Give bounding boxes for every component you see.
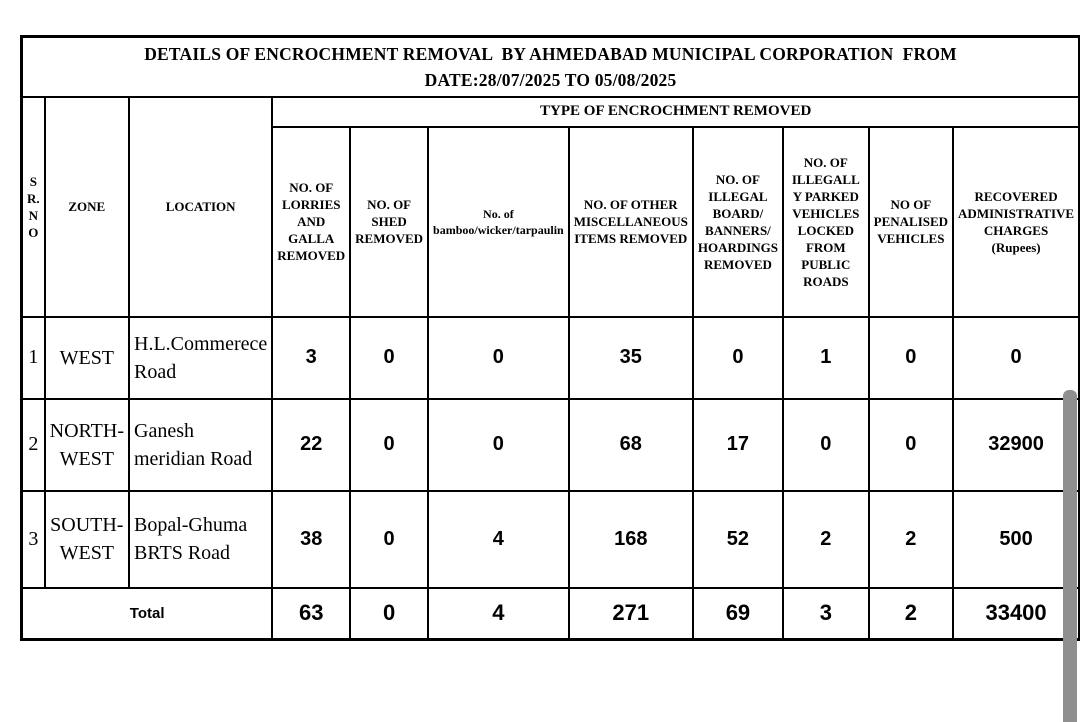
header-sr-no: SR. NO xyxy=(20,95,46,318)
cell-sr: 2 xyxy=(20,397,46,492)
table-row: 1 WEST H.L.Commerece Road 3 0 0 35 0 1 0… xyxy=(20,315,1080,400)
cell-sr: 3 xyxy=(20,489,46,589)
cell-sr: 1 xyxy=(20,315,46,400)
cell-misc: 168 xyxy=(567,489,694,589)
cell-misc: 35 xyxy=(567,315,694,400)
total-misc: 271 xyxy=(567,586,694,641)
table-row: 2 NORTH-WEST Ganesh meridian Road 22 0 0… xyxy=(20,397,1080,492)
cell-parked: 1 xyxy=(782,315,870,400)
cell-recovered: 0 xyxy=(952,315,1080,400)
total-bamboo: 4 xyxy=(427,586,570,641)
cell-recovered: 32900 xyxy=(952,397,1080,492)
total-label: Total xyxy=(20,586,274,641)
title-row: DETAILS OF ENCROCHMENT REMOVAL BY AHMEDA… xyxy=(20,35,1080,98)
total-lorries: 63 xyxy=(271,586,352,641)
cell-parked: 2 xyxy=(782,489,870,589)
header-recovered-charges: RECOVERED ADMINISTRATIVE CHARGES (Rupees… xyxy=(952,125,1080,318)
header-bamboo-wicker-tarpaulin: No. of bamboo/wicker/tarpaulin xyxy=(427,125,570,318)
header-misc-items: NO. OF OTHER MISCELLANEOUS ITEMS REMOVED xyxy=(567,125,694,318)
cell-zone: SOUTH-WEST xyxy=(43,489,131,589)
group-header-row: SR. NO ZONE LOCATION TYPE OF ENCROCHMENT… xyxy=(20,95,1080,318)
header-penalised-vehicles: NO OF PENALISED VEHICLES xyxy=(867,125,955,318)
cell-misc: 68 xyxy=(567,397,694,492)
header-illegal-boards: NO. OF ILLEGAL BOARD/ BANNERS/ HOARDINGS… xyxy=(691,125,785,318)
header-location: LOCATION xyxy=(127,95,274,318)
cell-shed: 0 xyxy=(349,489,430,589)
vertical-scrollbar-thumb[interactable] xyxy=(1063,390,1077,722)
cell-lorries: 3 xyxy=(271,315,352,400)
header-zone: ZONE xyxy=(43,95,131,318)
cell-location: H.L.Commerece Road xyxy=(127,315,274,400)
cell-boards: 17 xyxy=(691,397,785,492)
cell-lorries: 38 xyxy=(271,489,352,589)
cell-recovered: 500 xyxy=(952,489,1080,589)
cell-zone: WEST xyxy=(43,315,131,400)
header-type-of-encroachment: TYPE OF ENCROCHMENT REMOVED xyxy=(271,95,1080,128)
total-parked: 3 xyxy=(782,586,870,641)
cell-bamboo: 0 xyxy=(427,397,570,492)
cell-shed: 0 xyxy=(349,397,430,492)
header-lorries-galla: NO. OF LORRIES AND GALLA REMOVED xyxy=(271,125,352,318)
cell-penalised: 0 xyxy=(867,315,955,400)
header-shed: NO. OF SHED REMOVED xyxy=(349,125,430,318)
total-boards: 69 xyxy=(691,586,785,641)
report-title-cell: DETAILS OF ENCROCHMENT REMOVAL BY AHMEDA… xyxy=(20,35,1080,98)
cell-penalised: 0 xyxy=(867,397,955,492)
header-illegally-parked-vehicles: NO. OF ILLEGALLY PARKED VEHICLES LOCKED … xyxy=(782,125,870,318)
report-title: DETAILS OF ENCROCHMENT REMOVAL BY AHMEDA… xyxy=(144,43,957,64)
cell-lorries: 22 xyxy=(271,397,352,492)
cell-parked: 0 xyxy=(782,397,870,492)
cell-boards: 52 xyxy=(691,489,785,589)
total-recovered: 33400 xyxy=(952,586,1080,641)
report-date-range: DATE:28/07/2025 TO 05/08/2025 xyxy=(424,69,677,90)
cell-bamboo: 0 xyxy=(427,315,570,400)
cell-shed: 0 xyxy=(349,315,430,400)
total-penalised: 2 xyxy=(867,586,955,641)
cell-penalised: 2 xyxy=(867,489,955,589)
total-row: Total 63 0 4 271 69 3 2 33400 xyxy=(20,586,1080,641)
sub-header-row: NO. OF LORRIES AND GALLA REMOVED NO. OF … xyxy=(22,125,1080,318)
total-shed: 0 xyxy=(349,586,430,641)
cell-zone: NORTH-WEST xyxy=(43,397,131,492)
cell-bamboo: 4 xyxy=(427,489,570,589)
cell-location: Ganesh meridian Road xyxy=(127,397,274,492)
encroachment-table: DETAILS OF ENCROCHMENT REMOVAL BY AHMEDA… xyxy=(20,35,1080,641)
cell-location: Bopal-Ghuma BRTS Road xyxy=(127,489,274,589)
cell-boards: 0 xyxy=(691,315,785,400)
table-row: 3 SOUTH-WEST Bopal-Ghuma BRTS Road 38 0 … xyxy=(20,489,1080,589)
report-sheet: DETAILS OF ENCROCHMENT REMOVAL BY AHMEDA… xyxy=(20,35,1080,641)
